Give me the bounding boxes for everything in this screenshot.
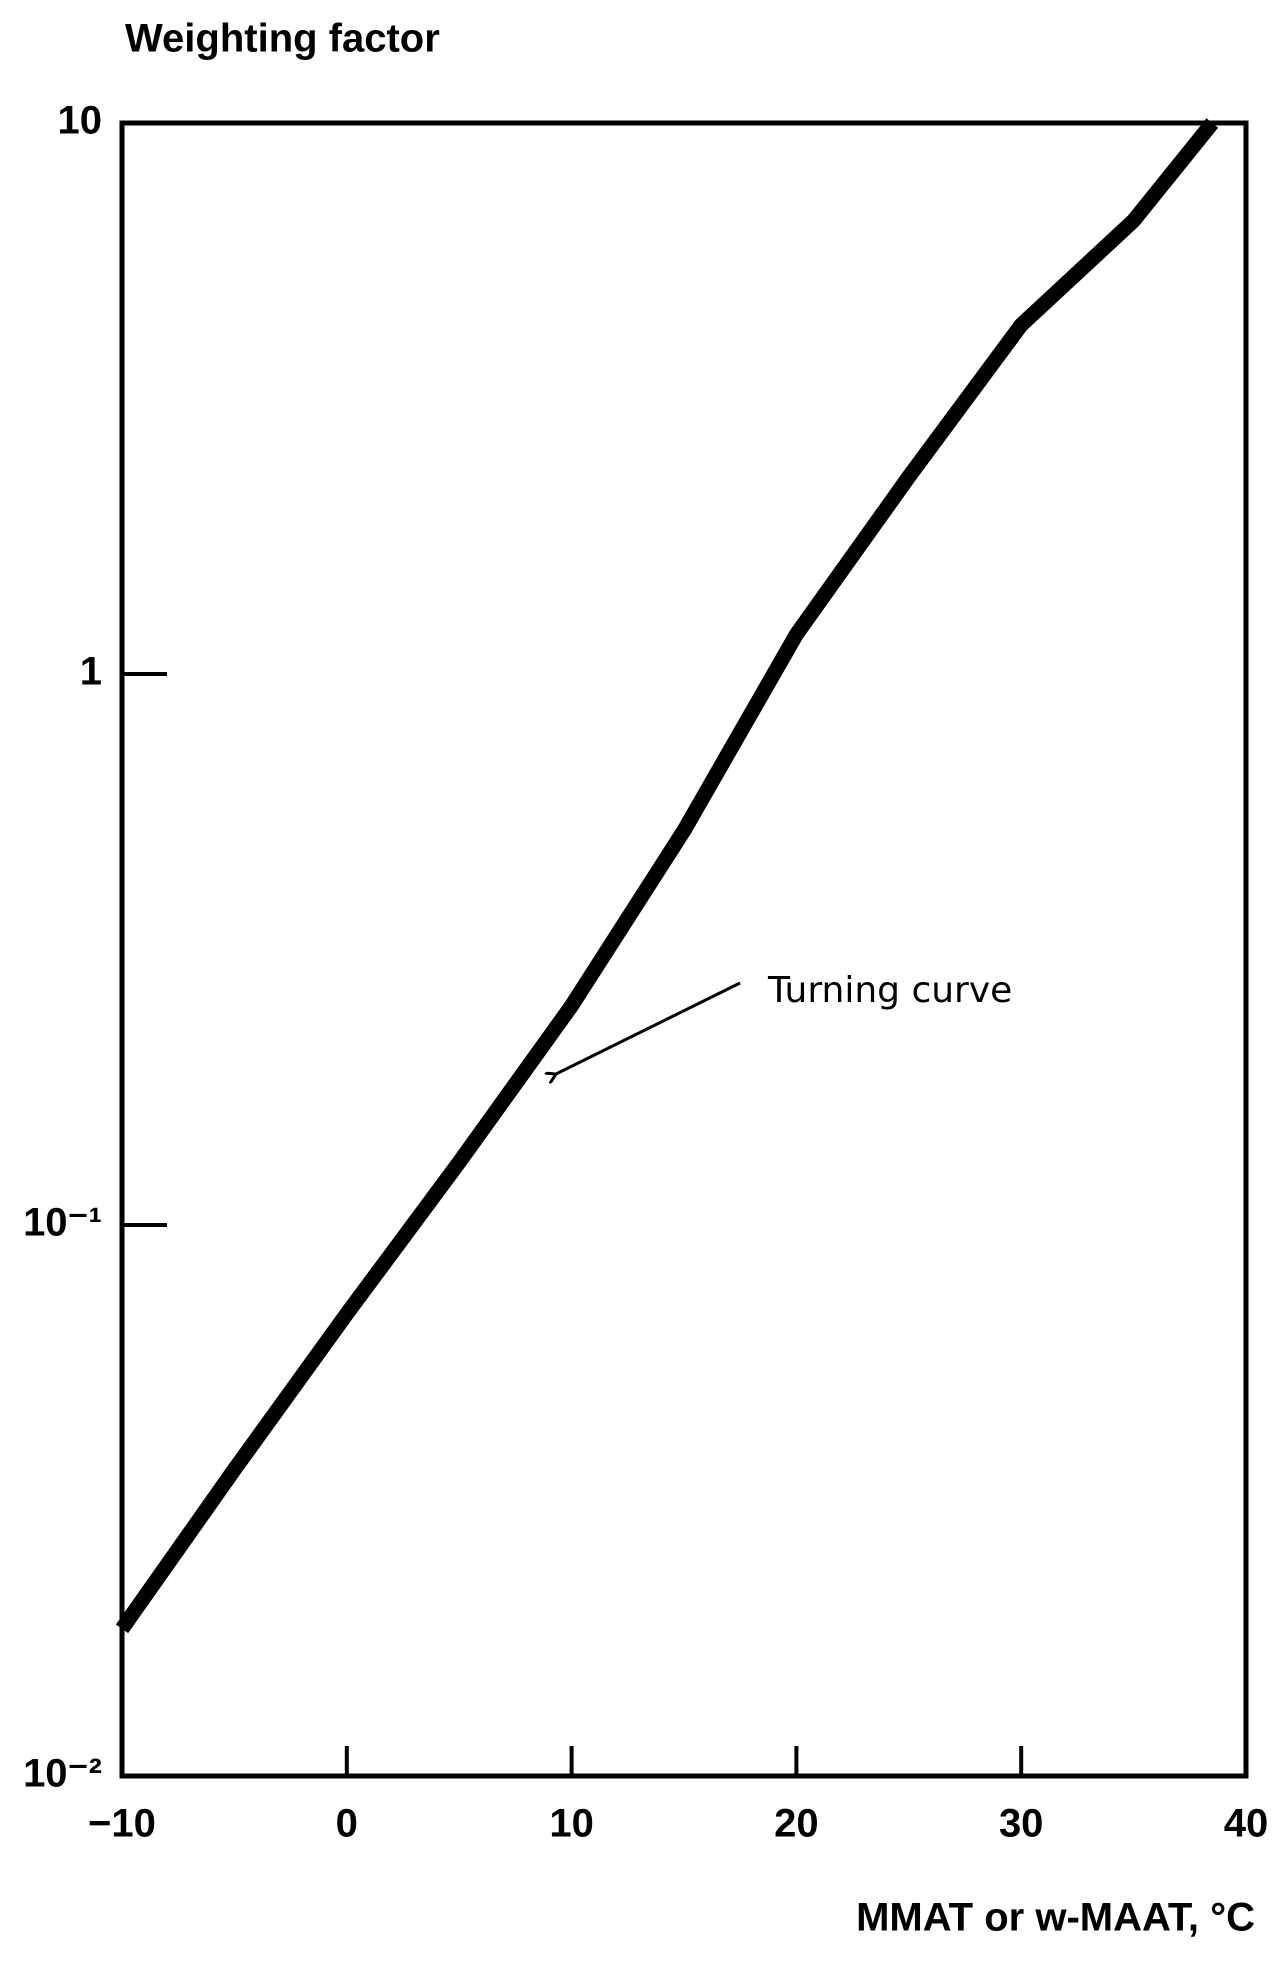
annotation-arrow bbox=[556, 981, 741, 1074]
y-tick-label: 10 bbox=[58, 99, 103, 143]
plot-frame bbox=[119, 120, 1249, 1779]
x-tick-label: 40 bbox=[1224, 1802, 1269, 1846]
x-tick-label: 0 bbox=[336, 1802, 358, 1846]
x-tick-label: 20 bbox=[774, 1802, 819, 1846]
chart-title: Weighting factor bbox=[125, 17, 440, 61]
x-tick-label: 10 bbox=[549, 1802, 594, 1846]
x-tick-label: −10 bbox=[88, 1802, 156, 1846]
y-tick-label: 1 bbox=[80, 650, 102, 694]
y-tick-label: 10⁻¹ bbox=[23, 1201, 102, 1245]
data-line bbox=[115, 118, 1219, 1634]
x-axis-label: MMAT or w-MAAT, °C bbox=[856, 1896, 1255, 1940]
x-tick-label: 30 bbox=[999, 1802, 1044, 1846]
y-tick-label: 10⁻² bbox=[23, 1752, 102, 1796]
annotation: Turning curve bbox=[767, 970, 1012, 1011]
